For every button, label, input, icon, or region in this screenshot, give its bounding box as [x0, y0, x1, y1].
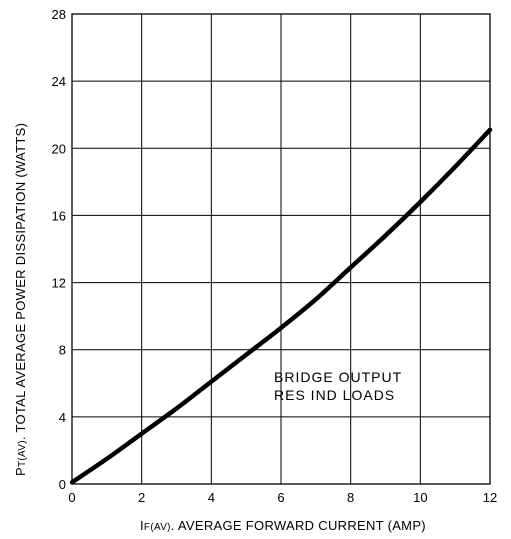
y-tick-label: 28 — [52, 7, 66, 22]
x-tick-label: 4 — [208, 490, 215, 505]
y-tick-label: 0 — [59, 477, 66, 492]
series-line — [69, 127, 493, 485]
y-tick-label: 8 — [59, 343, 66, 358]
annotation-line-2: RES IND LOADS — [274, 387, 395, 403]
x-tick-label: 6 — [277, 490, 284, 505]
y-tick-label: 4 — [59, 410, 66, 425]
x-tick-label: 0 — [68, 490, 75, 505]
x-tick-label: 10 — [413, 490, 427, 505]
y-axis-title: PT(AV). TOTAL AVERAGE POWER DISSIPATION … — [13, 123, 28, 476]
grid — [72, 14, 490, 484]
x-tick-label: 2 — [138, 490, 145, 505]
y-tick-label: 24 — [52, 74, 66, 89]
annotation-line-1: BRIDGE OUTPUT — [274, 369, 402, 385]
y-tick-labels: 0 4 8 12 16 20 24 28 — [52, 7, 66, 492]
x-tick-label: 12 — [483, 490, 497, 505]
x-axis-title: IF(AV). AVERAGE FORWARD CURRENT (AMP) — [140, 518, 426, 533]
y-tick-label: 16 — [52, 208, 66, 223]
x-tick-label: 8 — [347, 490, 354, 505]
y-tick-label: 12 — [52, 276, 66, 291]
plot-frame — [71, 13, 491, 485]
x-tick-labels: 0 2 4 6 8 10 12 — [68, 490, 497, 505]
y-tick-label: 20 — [52, 141, 66, 156]
